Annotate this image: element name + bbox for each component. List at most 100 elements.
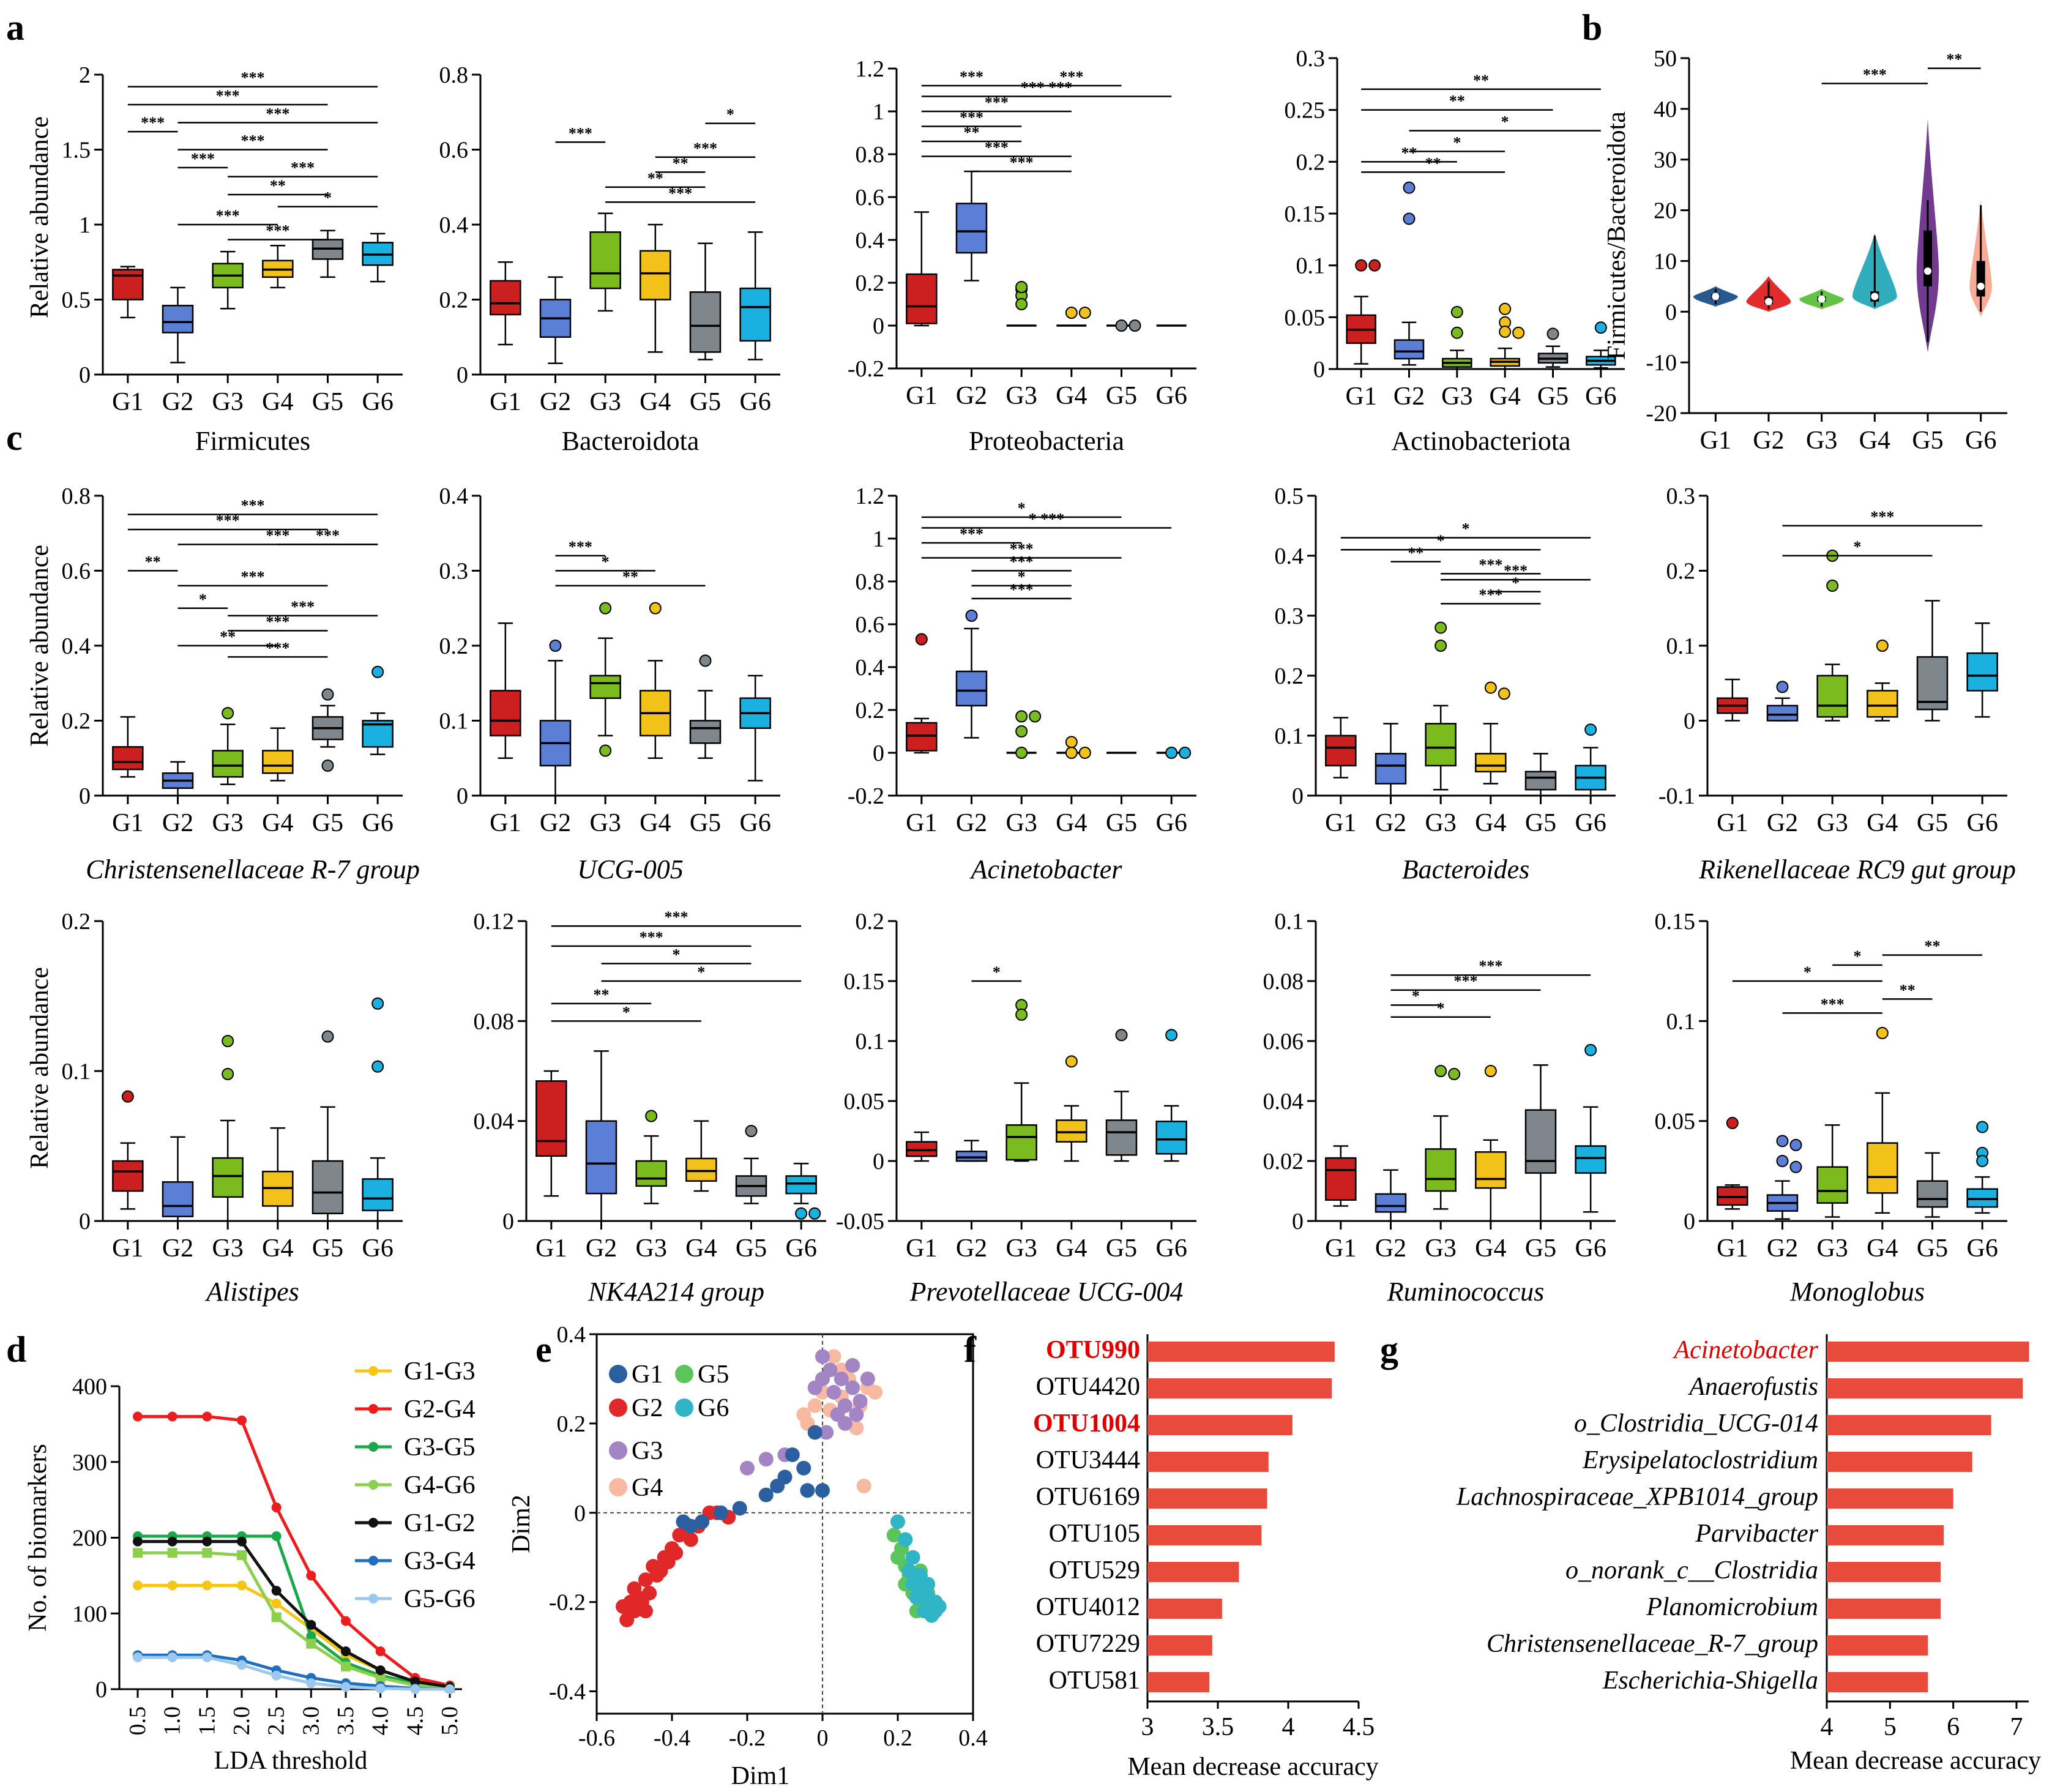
christensenellaceae-y-tick-label: 0.2 [62, 709, 91, 734]
ruminococcus-x-tick-label: G6 [1575, 1234, 1606, 1263]
bacteroidota-box-G6 [739, 231, 771, 360]
scatter-point [890, 1514, 905, 1529]
ruminococcus-sig-label: *** [1479, 957, 1502, 975]
scatter-point [807, 1398, 823, 1413]
nk4a214-title: NK4A214 group [588, 1277, 764, 1307]
outlier-point [1015, 710, 1028, 723]
firmicutes-sig-label: *** [291, 159, 315, 177]
pca-x-tick-label: 0.4 [958, 1725, 988, 1751]
legend-marker [675, 1365, 693, 1383]
christensenellaceae-sig-label: *** [266, 527, 289, 545]
ruminococcus-sig-label: *** [1454, 973, 1478, 990]
christensenellaceae-x-tick-label: G5 [312, 809, 343, 837]
proteobacteria-x-tick-label: G2 [956, 382, 987, 410]
series-marker [202, 1411, 212, 1422]
alistipes-box-G4 [262, 1127, 294, 1222]
ratio-y-tick-label: 10 [1654, 248, 1677, 274]
series-marker [271, 1586, 282, 1596]
series-marker [202, 1652, 212, 1663]
ruminococcus-box-G1 [1325, 1145, 1357, 1207]
proteobacteria-x-tick-label: G5 [1106, 382, 1137, 410]
scatter-point [901, 1563, 917, 1578]
monoglobus-x-tick-label: G1 [1717, 1234, 1748, 1263]
series-marker [133, 1548, 143, 1558]
rikenellaceae-y-tick-label: 0.2 [1666, 559, 1696, 584]
series-line [138, 1540, 450, 1689]
prevotellaceae-box-G5 [1105, 1029, 1138, 1162]
series-marker [410, 1684, 420, 1694]
otu_importance-category-label: OTU3444 [1036, 1446, 1140, 1474]
series-line [138, 1534, 450, 1689]
prevotellaceae-x-tick-label: G4 [1056, 1234, 1087, 1263]
legend-marker [368, 1594, 378, 1603]
nk4a214-y-axis: 0 0.04 0.08 0.12 [474, 909, 528, 1234]
box-iqr [1524, 1109, 1557, 1174]
otu_importance-category-label: OTU529 [1049, 1556, 1140, 1585]
acinetobacter-y-tick-label: 1 [873, 526, 884, 552]
bacteroides-box-G5 [1524, 753, 1557, 797]
pca-x-tick-label: -0.2 [729, 1725, 766, 1751]
firmicutes-x-tick-label: G4 [262, 388, 293, 416]
rikenellaceae-y-tick-label: 0.3 [1666, 483, 1696, 509]
prevotellaceae-box-G6 [1155, 1029, 1187, 1162]
ruminococcus-sig-label: * [1437, 999, 1445, 1017]
bacteroides-sig-label: *** [1504, 562, 1528, 580]
bacteroidota-sig-label: ** [647, 170, 663, 187]
panel-label-g: g [1380, 1329, 1398, 1370]
lda-series-G5-G6 [133, 1652, 455, 1694]
pca-points-G3 [740, 1349, 875, 1476]
proteobacteria-y-tick-label: 1 [873, 99, 884, 125]
outlier-point [699, 654, 712, 667]
christensenellaceae-x-tick-label: G1 [112, 809, 143, 837]
series-marker [271, 1531, 282, 1542]
series-marker [167, 1411, 177, 1422]
firmicutes-x-tick-label: G3 [212, 388, 243, 416]
bacteroidota-box-G2 [539, 276, 572, 364]
legend-label: G4 [632, 1474, 663, 1502]
ruminococcus-y-tick-label: 0.06 [1263, 1029, 1304, 1055]
series-marker [167, 1580, 177, 1591]
bacteroidota-box-G4 [640, 223, 671, 353]
legend-label: G2-G4 [404, 1395, 476, 1424]
series-marker [133, 1536, 143, 1547]
firmicutes-x-tick-label: G5 [312, 388, 343, 416]
genus_importance-x-tick-label: 7 [2010, 1713, 2023, 1741]
nk4a214-x-tick-label: G3 [635, 1234, 666, 1263]
box-iqr [589, 674, 621, 699]
bacteroidota-title: Bacteroidota [562, 426, 699, 456]
christensenellaceae-box-G1 [112, 716, 144, 778]
otu_importance-category-label: OTU6169 [1036, 1483, 1140, 1511]
violin-median [1871, 293, 1879, 301]
ucg005-title: UCG-005 [577, 854, 684, 884]
actinobacteriota-x-tick-label: G5 [1537, 383, 1569, 411]
y-axis-label-row-c2: Relative abundance [26, 967, 54, 1169]
rikenellaceae-x-tick-label: G5 [1917, 809, 1948, 837]
lda-x-tick-label: 3.5 [333, 1706, 359, 1736]
ruminococcus-y-tick-label: 0.04 [1263, 1089, 1304, 1114]
lda-x-tick-label: 1.5 [194, 1706, 220, 1736]
legend-label: G1-G3 [404, 1357, 476, 1386]
outlier-point [1065, 736, 1078, 749]
alistipes-box-G3 [212, 1035, 244, 1222]
bacteroidota-sig-label: *** [569, 124, 592, 142]
scatter-point [886, 1528, 901, 1543]
box-iqr [1766, 704, 1799, 722]
ucg005-y-tick-label: 0 [457, 783, 468, 809]
bacteroides-x-tick-label: G4 [1475, 809, 1506, 837]
outlier-point [965, 610, 978, 622]
outlier-point [1546, 327, 1559, 340]
pca-x-tick-label: -0.4 [654, 1725, 690, 1751]
scatter-point [849, 1407, 864, 1422]
genus_importance-x-label: Mean decrease accuracy [1790, 1747, 2041, 1775]
genus_importance-category-label: Erysipelatoclostridium [1582, 1446, 1818, 1474]
outlier-point [121, 1090, 134, 1103]
ratio-x-tick-label: G4 [1859, 427, 1890, 455]
panel-label-d: d [6, 1329, 26, 1370]
box-iqr [112, 746, 144, 771]
outlier-point [1584, 1043, 1597, 1056]
outlier-point [1450, 326, 1463, 339]
proteobacteria-title: Proteobacteria [969, 426, 1124, 456]
alistipes-x-tick-label: G5 [312, 1234, 343, 1263]
